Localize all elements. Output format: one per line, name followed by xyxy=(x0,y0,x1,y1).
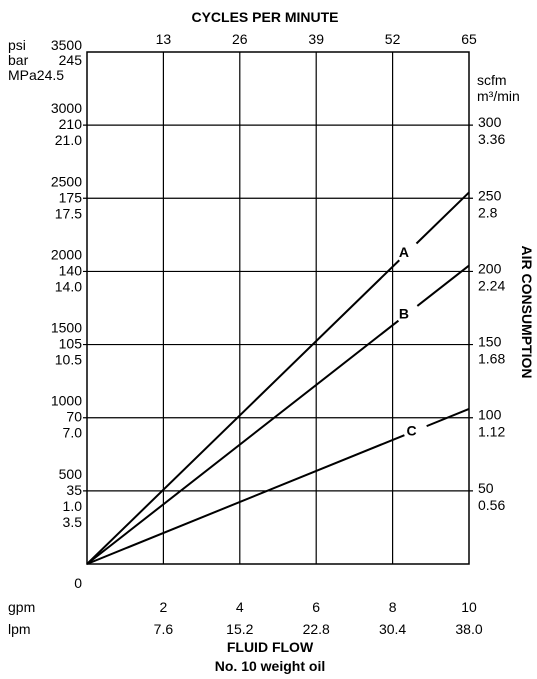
y-tick-label-mpa: 17.5 xyxy=(55,205,82,221)
right-tick-label-m3min: 0.56 xyxy=(478,497,505,513)
labels: 2 4 6 8 10 7.6 15.2 22.8 30.4 38.0 gpm lpm 13 26 39 52 6… xyxy=(8,31,520,637)
series-line-a xyxy=(86,259,400,565)
series-line-c xyxy=(86,434,405,565)
series-layer: A B C xyxy=(86,191,470,565)
right-unit-scfm: scfm xyxy=(477,72,507,88)
x-tick-label-gpm: 8 xyxy=(389,599,397,615)
grid xyxy=(83,52,473,564)
y-tick-label-bar: 105 xyxy=(59,336,83,352)
top-tick-label: 13 xyxy=(156,31,172,47)
x-tick-label-gpm: 2 xyxy=(160,599,168,615)
right-tick-label-scfm: 100 xyxy=(478,407,502,423)
x-tick-label-lpm: 15.2 xyxy=(226,621,253,637)
series-line-b xyxy=(416,264,470,307)
right-tick-label-scfm: 200 xyxy=(478,260,502,276)
y-tick-label-bar: 70 xyxy=(66,409,82,425)
y-top-value-bar: 245 xyxy=(59,52,83,68)
right-tick-label-scfm: 50 xyxy=(478,480,494,496)
x-tick-label-lpm: 7.6 xyxy=(154,621,174,637)
series-line-b xyxy=(86,319,400,565)
series-label-b: B xyxy=(399,305,409,321)
series-line-c xyxy=(426,408,470,428)
series-label-c: C xyxy=(406,423,416,439)
top-tick-label: 39 xyxy=(308,31,324,47)
right-unit-m3min: m³/min xyxy=(477,88,520,104)
right-tick-label-scfm: 250 xyxy=(478,187,502,203)
y-tick-label-psi: 1000 xyxy=(51,393,82,409)
y-tick-label-mpa: 7.0 xyxy=(63,425,83,441)
y-unit-bar: bar xyxy=(8,52,29,68)
y-tick-label-mpa: 14.0 xyxy=(55,278,82,294)
top-tick-label: 65 xyxy=(461,31,477,47)
x-tick-label-lpm: 38.0 xyxy=(455,621,482,637)
x-tick-label-lpm: 30.4 xyxy=(379,621,406,637)
y-tick-label-bar: 140 xyxy=(59,262,83,278)
right-tick-label-scfm: 300 xyxy=(478,114,502,130)
series-line-a xyxy=(415,191,470,245)
series-label-a: A xyxy=(399,244,409,260)
y-tick-label-psi: 500 xyxy=(59,466,83,482)
y-unit-psi: psi xyxy=(8,37,26,53)
y-tick-label-extra: 3.5 xyxy=(63,514,83,530)
top-tick-label: 52 xyxy=(385,31,401,47)
right-tick-label-m3min: 1.12 xyxy=(478,424,505,440)
right-tick-label-m3min: 1.68 xyxy=(478,351,505,367)
right-tick-label-m3min: 3.36 xyxy=(478,131,505,147)
right-tick-label-m3min: 2.24 xyxy=(478,277,505,293)
y-tick-label-psi: 1500 xyxy=(51,320,82,336)
x-tick-label-gpm: 4 xyxy=(236,599,244,615)
x-unit-gpm: gpm xyxy=(8,599,35,615)
x-unit-lpm: lpm xyxy=(8,621,31,637)
x-axis-subtitle: No. 10 weight oil xyxy=(215,658,325,674)
y-tick-label-mpa: 1.0 xyxy=(63,498,83,514)
right-axis-title: AIR CONSUMPTION xyxy=(519,246,535,379)
y-unit-mpa: MPa24.5 xyxy=(8,67,64,83)
y-top-value-psi: 3500 xyxy=(51,37,82,53)
y-tick-label-mpa: 10.5 xyxy=(55,352,82,368)
x-tick-label-gpm: 6 xyxy=(312,599,320,615)
y-tick-label-bar: 175 xyxy=(59,189,83,205)
right-tick-label-scfm: 150 xyxy=(478,334,502,350)
chart-title: CYCLES PER MINUTE xyxy=(191,9,338,25)
y-tick-label-psi: 3000 xyxy=(51,100,82,116)
y-zero-label: 0 xyxy=(74,575,82,591)
y-tick-label-mpa: 21.0 xyxy=(55,132,82,148)
y-tick-label-psi: 2500 xyxy=(51,173,82,189)
right-tick-label-m3min: 2.8 xyxy=(478,204,498,220)
y-tick-label-bar: 35 xyxy=(66,482,82,498)
y-tick-label-bar: 210 xyxy=(59,116,83,132)
top-tick-label: 26 xyxy=(232,31,248,47)
x-tick-label-gpm: 10 xyxy=(461,599,477,615)
plot-frame xyxy=(86,51,470,565)
x-axis-title: FLUID FLOW xyxy=(227,639,314,655)
y-tick-label-psi: 2000 xyxy=(51,246,82,262)
x-tick-label-lpm: 22.8 xyxy=(303,621,330,637)
